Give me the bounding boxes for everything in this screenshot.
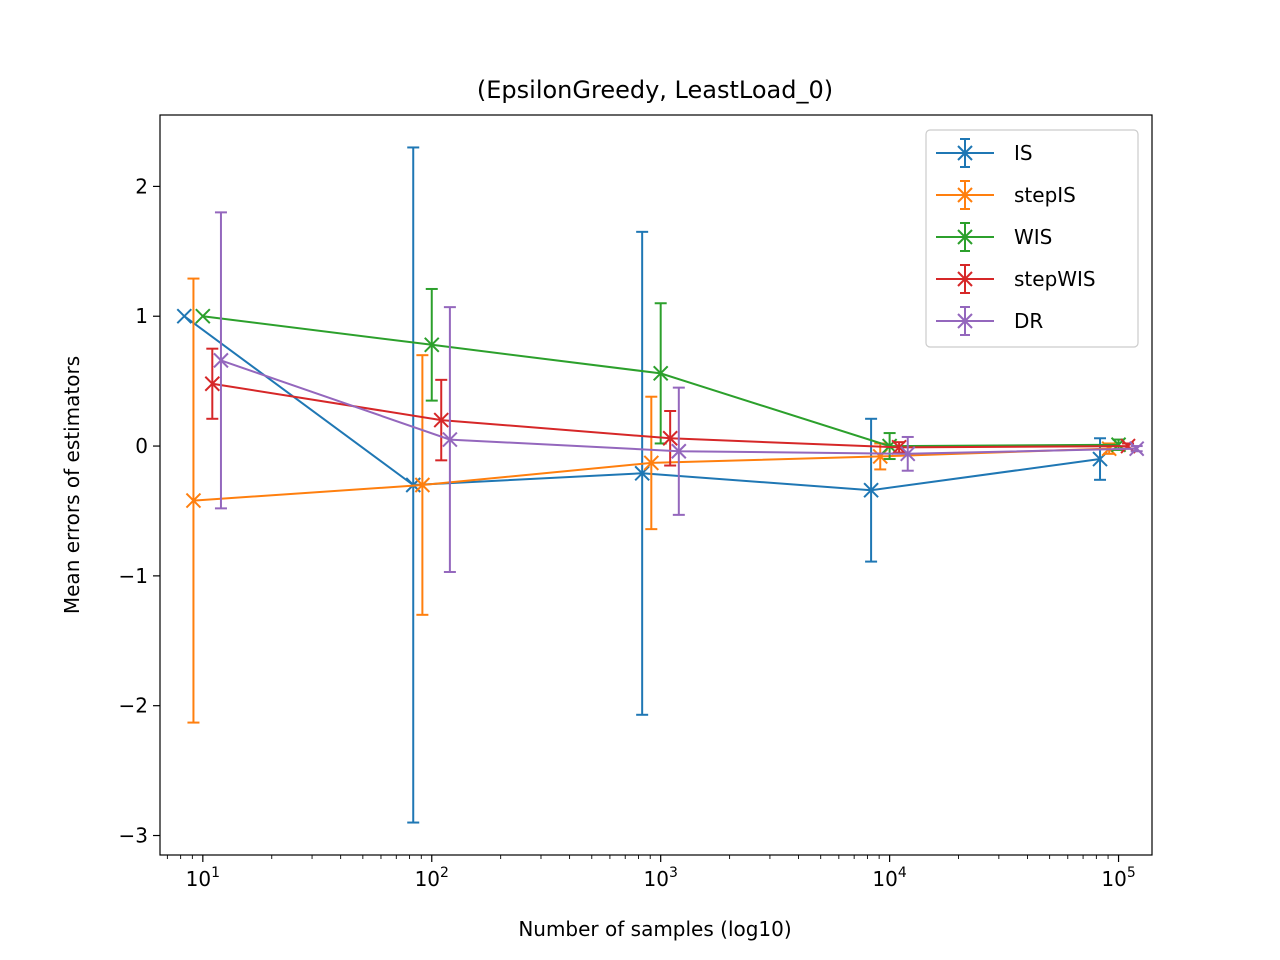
marker-stroke xyxy=(1120,438,1136,454)
x-tick-label: 104 xyxy=(872,865,906,891)
data-point xyxy=(195,308,211,324)
y-tick-label: −2 xyxy=(119,694,148,718)
legend-marker xyxy=(957,313,973,329)
y-tick-label: −3 xyxy=(119,824,148,848)
data-point xyxy=(204,376,221,392)
data-point xyxy=(671,443,687,459)
y-axis-label: Mean errors of estimators xyxy=(60,356,84,614)
legend-label: DR xyxy=(1014,309,1043,333)
data-point xyxy=(424,337,440,353)
data-point xyxy=(176,308,193,324)
y-tick-label: 1 xyxy=(135,304,148,328)
legend-marker xyxy=(957,271,973,287)
data-point xyxy=(442,431,458,448)
legend-entry-DR: DR xyxy=(936,306,1043,336)
marker-stroke xyxy=(863,482,879,498)
marker-stroke xyxy=(424,337,440,353)
data-point xyxy=(891,439,907,456)
x-tick-label: 103 xyxy=(644,865,678,891)
marker-stroke xyxy=(195,308,211,324)
marker-stroke xyxy=(891,439,907,456)
legend-marker xyxy=(957,229,973,245)
marker-stroke xyxy=(957,145,973,161)
chart-title: (EpsilonGreedy, LeastLoad_0) xyxy=(477,76,833,104)
series-WIS xyxy=(195,287,1127,461)
x-tick-label: 105 xyxy=(1101,865,1135,891)
marker-stroke xyxy=(662,430,678,446)
marker-stroke xyxy=(957,313,973,329)
legend-entry-IS: IS xyxy=(936,138,1033,168)
marker-stroke xyxy=(213,352,229,369)
marker-stroke xyxy=(176,308,193,324)
marker-stroke xyxy=(1128,440,1145,457)
legend-marker xyxy=(957,187,973,203)
data-point xyxy=(185,492,202,509)
data-point xyxy=(652,365,669,382)
legend: IS stepIS WIS stepWIS DR xyxy=(925,129,1139,348)
legend-marker xyxy=(957,145,973,161)
x-tick-label: 101 xyxy=(186,865,220,891)
ticks-layer: 101 102 103 104 105 2 1 0 −1 −2 −3 xyxy=(119,174,1136,891)
y-tick-label: 2 xyxy=(135,174,148,198)
data-point xyxy=(900,446,916,462)
data-point xyxy=(213,352,229,369)
data-point xyxy=(433,412,449,428)
marker-stroke xyxy=(414,477,431,493)
x-axis-label: Number of samples (log10) xyxy=(518,917,791,941)
marker-stroke xyxy=(957,187,973,203)
data-point xyxy=(414,477,431,493)
legend-label: IS xyxy=(1014,141,1033,165)
data-point xyxy=(643,455,660,471)
legend-label: stepWIS xyxy=(1014,267,1096,291)
legend-entry-stepWIS: stepWIS xyxy=(936,264,1096,294)
legend-label: WIS xyxy=(1014,225,1052,249)
legend-entry-WIS: WIS xyxy=(936,222,1052,252)
series-stepIS xyxy=(185,277,1117,724)
data-point xyxy=(662,430,678,446)
axes-frame xyxy=(159,114,1153,856)
marker-stroke xyxy=(433,412,449,428)
y-tick-label: −1 xyxy=(119,564,148,588)
marker-stroke xyxy=(185,492,202,509)
legend-label: stepIS xyxy=(1014,183,1076,207)
marker-stroke xyxy=(671,443,687,459)
x-tick-label: 102 xyxy=(415,865,449,891)
marker-stroke xyxy=(442,431,458,448)
plot-area xyxy=(176,146,1145,824)
y-tick-label: 0 xyxy=(135,434,148,458)
data-point xyxy=(1128,440,1145,457)
data-point xyxy=(863,482,879,498)
marker-stroke xyxy=(957,229,973,245)
legend-entry-stepIS: stepIS xyxy=(936,180,1076,210)
marker-stroke xyxy=(643,455,660,471)
marker-stroke xyxy=(204,376,221,392)
marker-stroke xyxy=(957,271,973,287)
marker-stroke xyxy=(652,365,669,382)
series-DR xyxy=(213,211,1145,573)
series-stepWIS xyxy=(204,347,1136,467)
marker-stroke xyxy=(900,446,916,462)
legend-box xyxy=(925,129,1139,348)
